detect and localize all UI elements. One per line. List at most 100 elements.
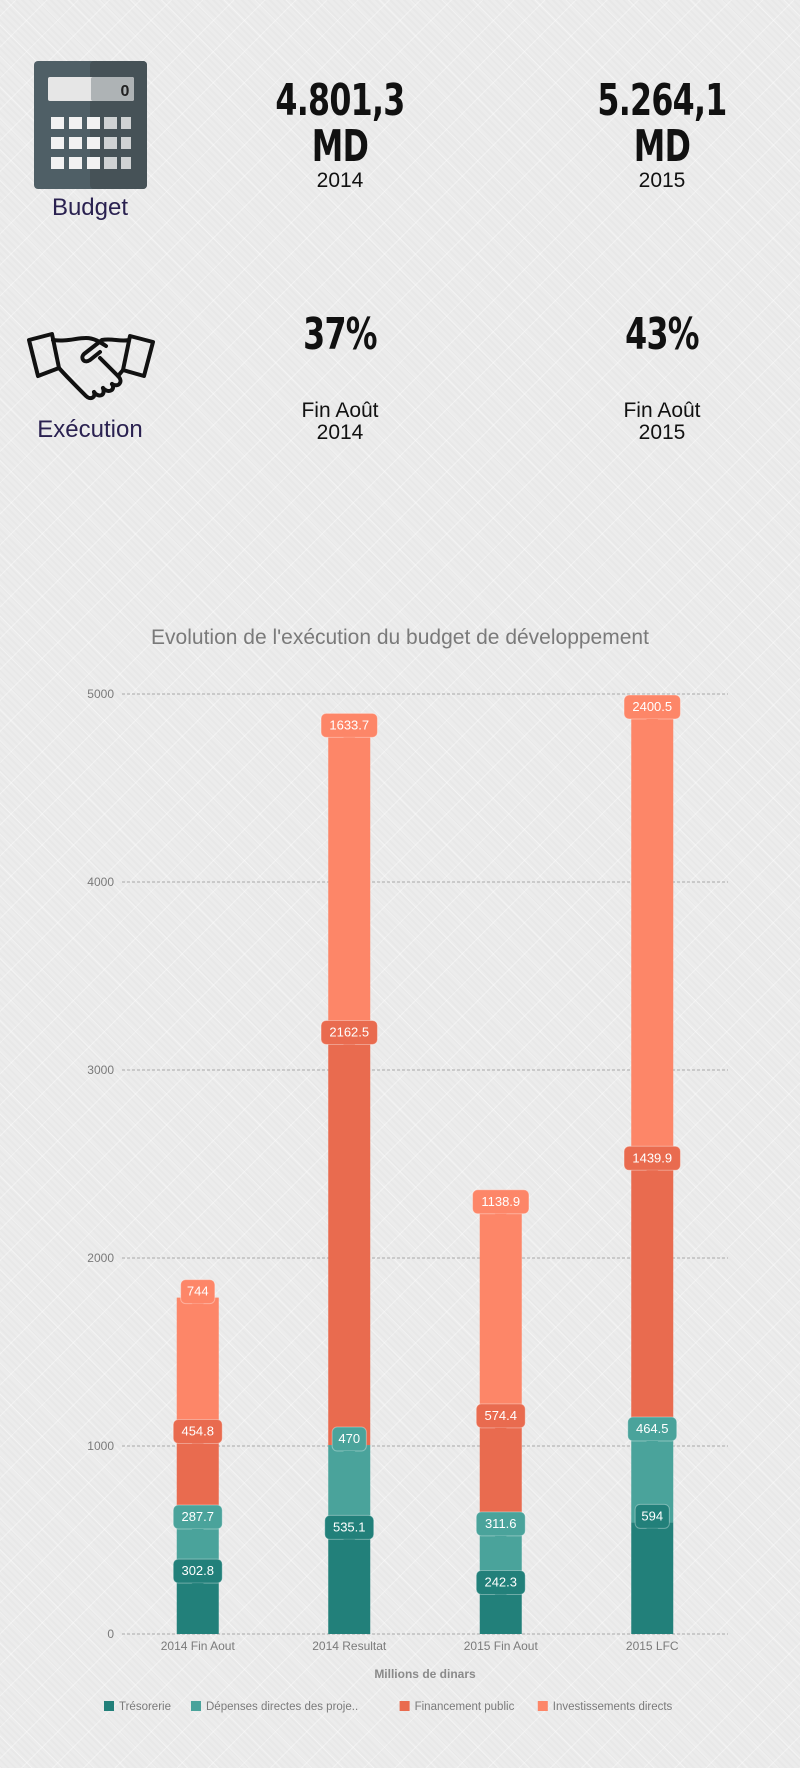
bars (176, 713, 674, 1634)
x-tick-label: 2015 Fin Aout (464, 1639, 539, 1653)
legend-item: Dépenses directes des proje.. (191, 1701, 358, 1713)
data-label-text: 574.4 (484, 1408, 517, 1423)
y-tick-label: 1000 (87, 1439, 114, 1453)
legend-swatch (104, 1701, 114, 1711)
data-label: 535.1 (324, 1514, 375, 1546)
execution-2014-caption-line1: Fin Août (301, 399, 379, 422)
execution-2014-value: 37% (303, 309, 377, 360)
legend-label: Financement public (415, 1701, 515, 1713)
data-label-pointer (191, 1528, 204, 1535)
budget-2014-stat: 4.801,3 MD 2014 (240, 78, 440, 192)
data-label-text: 1138.9 (481, 1194, 520, 1209)
budget-2014-value: 4.801,3 (275, 75, 405, 126)
chart-title: Evolution de l'exécution du budget de dé… (151, 626, 649, 649)
data-label: 311.6 (475, 1511, 526, 1542)
data-label-text: 311.6 (485, 1516, 517, 1531)
data-label-text: 454.8 (181, 1423, 214, 1438)
budget-2015-value: 5.264,1 (597, 75, 727, 126)
bar-segment (176, 1297, 219, 1438)
handshake-icon (26, 330, 156, 417)
data-label-pointer (191, 1303, 204, 1310)
legend: Trésorerie Dépenses directes des proje.. F… (104, 1701, 673, 1713)
bar-segment (631, 1522, 674, 1634)
legend-item: Investissements directs (537, 1701, 673, 1713)
data-label: 1633.7 (320, 712, 378, 744)
data-label: 1439.9 (623, 1145, 681, 1177)
data-label: 470 (331, 1426, 367, 1458)
budget-2015-unit: MD (633, 121, 691, 172)
calculator-icon: 0 (34, 61, 147, 194)
legend-swatch (537, 1701, 548, 1711)
budget-2015-year: 2015 (638, 169, 686, 192)
grid-lines: 0 1000 2000 3000 4000 5000 (87, 687, 728, 1641)
data-label-box (324, 1514, 375, 1540)
data-labels: 302.8 287.7 454.8 744 2014 Fin Aout 535.1 470 2… (161, 694, 681, 1653)
data-label-text: 287.7 (181, 1509, 214, 1524)
data-label-box (472, 1189, 530, 1215)
legend-swatch (191, 1701, 201, 1711)
data-label-pointer (494, 1535, 507, 1542)
execution-2015-value: 43% (625, 309, 699, 360)
bar-segment (631, 1164, 674, 1436)
data-label-text: 470 (338, 1431, 360, 1446)
y-tick-label: 2000 (87, 1251, 114, 1265)
legend-item: Financement public (399, 1701, 515, 1713)
data-label-pointer (494, 1213, 507, 1220)
y-tick-label: 0 (107, 1627, 114, 1641)
data-label-text: 242.3 (484, 1574, 517, 1589)
bar-segment (328, 731, 371, 1039)
bar-segment (479, 1207, 522, 1422)
y-tick-label: 5000 (87, 687, 114, 701)
data-label-text: 2400.5 (632, 699, 672, 714)
data-label-pointer (494, 1594, 507, 1601)
budget-2014-unit: MD (311, 121, 369, 172)
bar-segment (631, 713, 674, 1165)
data-label: 2162.5 (320, 1019, 378, 1051)
x-tick-label: 2015 LFC (626, 1639, 679, 1653)
x-tick-label: 2014 Resultat (312, 1639, 387, 1653)
execution-2015-caption-line2: 2015 (638, 421, 686, 444)
data-label-pointer (646, 719, 659, 726)
bar-segment (328, 1038, 371, 1446)
data-label: 302.8 (172, 1558, 223, 1590)
data-label-pointer (646, 1170, 659, 1177)
execution-2015-caption-line1: Fin Août (623, 399, 701, 422)
data-label: 574.4 (475, 1403, 526, 1434)
data-label-pointer (646, 1441, 659, 1448)
budget-2014-year: 2014 (316, 169, 364, 192)
execution-2015-stat: 43% Fin Août 2015 (562, 312, 762, 444)
data-label-pointer (343, 1539, 356, 1546)
budget-label: Budget (51, 194, 129, 221)
legend-label: Trésorerie (119, 1701, 171, 1713)
svg-text:0: 0 (121, 83, 130, 100)
stacked-bar-chart: Evolution de l'exécution du budget de dé… (0, 610, 800, 1725)
data-label-box (475, 1569, 526, 1595)
data-label: 242.3 (475, 1569, 526, 1601)
data-label-text: 535.1 (333, 1519, 366, 1534)
budget-2015-stat: 5.264,1 MD 2015 (562, 78, 762, 192)
data-label-pointer (191, 1583, 204, 1590)
execution-2014-caption-line2: 2014 (316, 421, 364, 444)
bar-segment (328, 1533, 371, 1634)
data-label-pointer (191, 1443, 204, 1450)
legend-label: Dépenses directes des proje.. (206, 1701, 358, 1713)
data-label: 1138.9 (472, 1189, 530, 1220)
data-label: 744 (180, 1279, 216, 1310)
data-label-box (320, 712, 378, 738)
execution-2014-stat: 37% Fin Août 2014 (240, 312, 440, 444)
data-label: 464.5 (627, 1416, 678, 1448)
data-label-text: 744 (187, 1284, 209, 1299)
data-label-pointer (494, 1427, 507, 1434)
data-label-pointer (343, 737, 356, 744)
legend-item: Trésorerie (104, 1701, 171, 1713)
data-label-text: 1633.7 (329, 717, 369, 732)
data-label: 2400.5 (623, 694, 681, 726)
data-label-box (623, 694, 681, 720)
x-tick-label: 2014 Fin Aout (161, 1639, 236, 1653)
y-tick-label: 4000 (87, 875, 114, 889)
data-label-text: 1439.9 (632, 1150, 672, 1165)
legend-swatch (399, 1701, 410, 1711)
data-label-box (627, 1416, 678, 1442)
data-label-text: 302.8 (181, 1563, 214, 1578)
data-label-pointer (646, 1528, 659, 1535)
